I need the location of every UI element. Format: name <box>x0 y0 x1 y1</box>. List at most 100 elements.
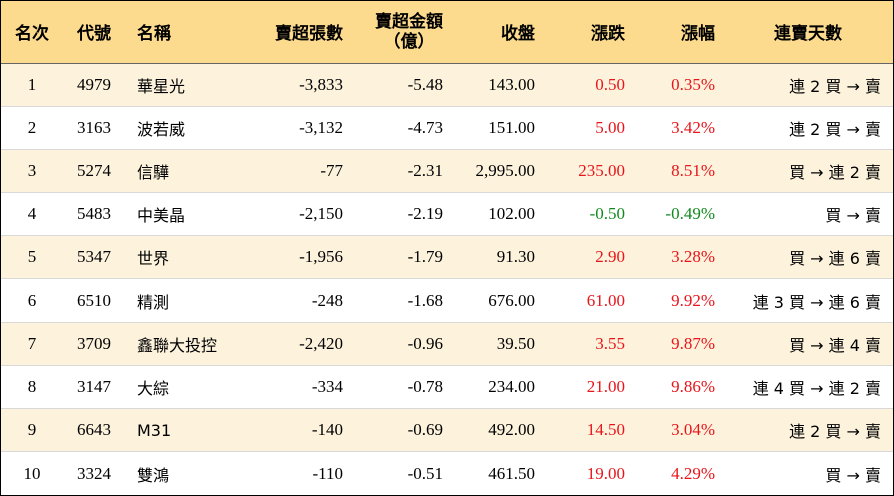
cell-name: 精測 <box>137 292 170 312</box>
cell-amount: -1.68 <box>407 290 443 310</box>
cell-streak: 買 → 連 2 賣 <box>789 162 881 182</box>
header-amount-label: 賣超金額 （億） <box>375 12 443 52</box>
cell-change: 14.50 <box>586 420 625 440</box>
header-close: 收盤 <box>501 24 535 45</box>
cell-amount: -5.48 <box>407 74 443 94</box>
cell-shares: -110 <box>312 463 343 483</box>
cell-shares: -3,833 <box>299 74 343 94</box>
cell-rank: 6 <box>27 290 37 310</box>
cell-rank: 10 <box>23 463 41 483</box>
table-row: 5 5347 世界 -1,956 -1.79 91.30 2.90 3.28% 買 → 連 6 … <box>1 235 893 279</box>
cell-name: 中美晶 <box>137 206 186 226</box>
cell-shares: -334 <box>311 376 343 396</box>
cell-close: 102.00 <box>488 204 535 224</box>
cell-streak: 連 4 買 → 連 2 賣 <box>752 378 881 398</box>
cell-shares: -2,150 <box>299 204 343 224</box>
cell-pct: 9.86% <box>671 376 715 396</box>
cell-close: 461.50 <box>488 463 535 483</box>
cell-streak: 連 2 買 → 賣 <box>789 76 881 96</box>
cell-change: 19.00 <box>586 463 625 483</box>
cell-streak: 連 3 買 → 連 6 賣 <box>752 292 881 312</box>
cell-code: 6510 <box>77 290 111 310</box>
cell-change: 235.00 <box>578 160 625 180</box>
cell-name: 鑫聯大投控 <box>137 335 218 355</box>
header-name: 名稱 <box>137 24 171 45</box>
cell-change: 21.00 <box>586 376 625 396</box>
table-row: 10 3324 雙鴻 -110 -0.51 461.50 19.00 4.29% 買 → 賣 <box>1 451 893 495</box>
cell-code: 3163 <box>77 117 111 137</box>
table-row: 6 6510 精測 -248 -1.68 676.00 61.00 9.92% 連 3 買 → … <box>1 278 893 323</box>
header-streak: 連賣天數 <box>774 24 842 45</box>
cell-name: M31 <box>137 420 172 440</box>
table-row: 2 3163 波若威 -3,132 -4.73 151.00 5.00 3.42% 連 2 買 … <box>1 106 893 150</box>
cell-pct: 9.92% <box>671 290 715 310</box>
cell-amount: -2.31 <box>407 160 443 180</box>
cell-pct: 0.35% <box>671 74 715 94</box>
cell-name: 大綜 <box>137 378 170 398</box>
cell-shares: -2,420 <box>299 333 343 353</box>
cell-name: 雙鴻 <box>137 465 170 485</box>
cell-name: 世界 <box>137 249 170 269</box>
table-row: 9 6643 M31 -140 -0.69 492.00 14.50 3.04% 連 2 買 →… <box>1 408 893 452</box>
cell-rank: 1 <box>27 74 37 94</box>
cell-change: 2.90 <box>595 247 625 267</box>
table-body: 1 4979 華星光 -3,833 -5.48 143.00 0.50 0.35% 連 2 買 … <box>1 63 893 495</box>
cell-streak: 買 → 賣 <box>825 206 881 226</box>
cell-close: 676.00 <box>488 290 535 310</box>
cell-streak: 買 → 連 6 賣 <box>789 249 881 269</box>
cell-code: 5347 <box>77 247 111 267</box>
cell-amount: -1.79 <box>407 247 443 267</box>
cell-rank: 7 <box>27 333 37 353</box>
header-row: 名次 代號 名稱 賣超張數 賣超金額 （億） 收盤 漲跌 漲幅 連賣天數 <box>1 1 893 63</box>
cell-streak: 買 → 賣 <box>825 465 881 485</box>
cell-code: 3147 <box>77 376 111 396</box>
cell-change: -0.50 <box>589 204 625 224</box>
cell-shares: -248 <box>311 290 343 310</box>
cell-close: 151.00 <box>488 117 535 137</box>
cell-streak: 買 → 連 4 賣 <box>789 335 881 355</box>
table-row: 1 4979 華星光 -3,833 -5.48 143.00 0.50 0.35% 連 2 買 … <box>1 63 893 107</box>
cell-change: 61.00 <box>586 290 625 310</box>
cell-name: 華星光 <box>137 76 186 96</box>
cell-amount: -0.69 <box>407 420 443 440</box>
header-change: 漲跌 <box>591 24 625 45</box>
cell-change: 5.00 <box>595 117 625 137</box>
cell-shares: -77 <box>320 160 343 180</box>
header-amount-line1: 賣超金額 <box>375 11 443 32</box>
cell-pct: 9.87% <box>671 333 715 353</box>
cell-code: 5274 <box>77 160 111 180</box>
header-rank: 名次 <box>15 24 49 45</box>
header-pct: 漲幅 <box>681 24 715 45</box>
cell-code: 5483 <box>77 204 111 224</box>
table-header: 名次 代號 名稱 賣超張數 賣超金額 （億） 收盤 漲跌 漲幅 連賣天數 <box>1 1 893 63</box>
table-row: 3 5274 信驊 -77 -2.31 2,995.00 235.00 8.51% 買 → 連 … <box>1 149 893 193</box>
cell-close: 492.00 <box>488 420 535 440</box>
table-row: 7 3709 鑫聯大投控 -2,420 -0.96 39.50 3.55 9.87% 買 → 連… <box>1 322 893 366</box>
cell-code: 6643 <box>77 420 111 440</box>
cell-pct: 4.29% <box>671 463 715 483</box>
header-code: 代號 <box>77 24 111 45</box>
header-amount-line2: （億） <box>383 31 435 52</box>
cell-shares: -140 <box>311 420 343 440</box>
cell-streak: 連 2 買 → 賣 <box>789 119 881 139</box>
header-shares: 賣超張數 <box>275 24 343 45</box>
cell-rank: 8 <box>27 376 37 396</box>
cell-name: 波若威 <box>137 119 186 139</box>
cell-amount: -4.73 <box>407 117 443 137</box>
cell-code: 4979 <box>77 74 111 94</box>
cell-close: 143.00 <box>488 74 535 94</box>
cell-pct: 3.28% <box>671 247 715 267</box>
cell-pct: 3.42% <box>671 117 715 137</box>
cell-code: 3709 <box>77 333 111 353</box>
cell-amount: -0.78 <box>407 376 443 396</box>
cell-amount: -0.51 <box>407 463 443 483</box>
cell-rank: 4 <box>27 204 37 224</box>
cell-close: 39.50 <box>496 333 535 353</box>
table-row: 8 3147 大綜 -334 -0.78 234.00 21.00 9.86% 連 4 買 → … <box>1 365 893 409</box>
cell-rank: 3 <box>27 160 37 180</box>
cell-pct: 8.51% <box>671 160 715 180</box>
header-amount: 賣超金額 （億） <box>351 1 451 63</box>
cell-streak: 連 2 買 → 賣 <box>789 422 881 442</box>
